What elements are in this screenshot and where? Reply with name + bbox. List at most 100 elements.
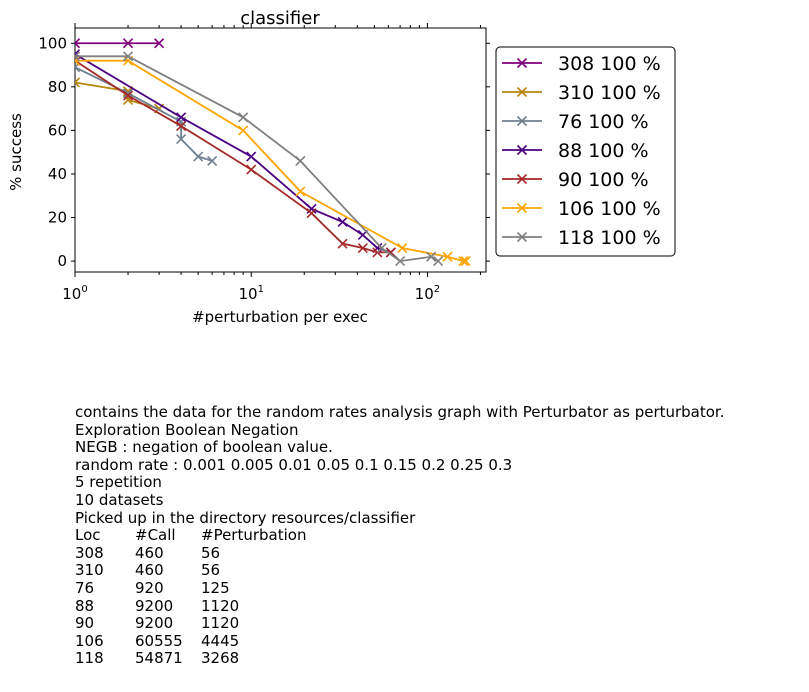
x-tick-label: 102	[415, 284, 440, 303]
x-tick-label: 100	[62, 284, 87, 303]
legend-entry-label: 308 100 %	[558, 53, 661, 75]
axes-frame	[74, 27, 487, 273]
y-tick-label: 80	[48, 78, 67, 96]
legend-entry-label: 88 100 %	[558, 140, 649, 162]
data-point-marker	[176, 112, 187, 123]
caption-line: 5 repetition	[75, 473, 162, 492]
table-cell: Loc	[75, 526, 101, 545]
data-point-marker	[176, 134, 187, 145]
caption-line: random rate : 0.001 0.005 0.01 0.05 0.1 …	[75, 455, 513, 474]
x-tick-label: 101	[238, 284, 263, 303]
data-point-marker	[337, 216, 348, 227]
success-rate-chart: classifier 0 20 40 60 80 100 100 101 102 #pertur…	[7, 8, 676, 326]
data-point-marker	[75, 77, 81, 88]
data-point-marker	[458, 256, 469, 267]
legend-swatch-marker	[516, 202, 528, 214]
data-point-marker	[306, 208, 317, 219]
caption-line: Exploration Boolean Negation	[75, 420, 299, 439]
table-cell: 56	[201, 561, 221, 580]
data-point-marker	[75, 38, 81, 49]
legend-swatch-marker	[516, 57, 528, 69]
legend-entry-label: 76 100 %	[558, 111, 649, 133]
table-cell: 60555	[135, 631, 183, 650]
legend-entry-label: 106 100 %	[558, 198, 661, 220]
series-line-106	[75, 59, 466, 263]
table-cell: 76	[75, 578, 95, 597]
data-point-marker	[433, 256, 444, 267]
legend-swatch-marker	[516, 86, 528, 98]
series-line-310	[75, 81, 160, 110]
series-line-76	[75, 66, 213, 162]
y-axis-label: % success	[7, 113, 25, 191]
table-cell: 54871	[135, 649, 183, 668]
table-cell: 1120	[201, 596, 240, 615]
data-point-marker	[295, 186, 306, 197]
table-cell: 125	[201, 578, 230, 597]
x-axis-label: #perturbation per exec	[192, 308, 368, 326]
table-row: 76 920 125	[75, 578, 805, 598]
data-point-marker	[176, 120, 187, 132]
table-cell: 88	[75, 596, 95, 615]
table-row: 106 60555 4445	[75, 631, 805, 651]
legend: 308 100 % 310 100 % 76 100 % 88 100 % 90 100…	[495, 46, 676, 257]
data-point-marker	[397, 242, 408, 254]
data-point-marker	[426, 251, 437, 262]
table-cell: 9200	[135, 596, 174, 615]
table-cell: 308	[75, 543, 104, 562]
series-line-118	[75, 55, 439, 263]
y-tick-label: 100	[38, 34, 67, 52]
data-point-marker	[75, 51, 81, 62]
data-point-marker	[460, 256, 471, 267]
table-cell: #Perturbation	[201, 526, 307, 545]
legend-swatch-marker	[516, 144, 528, 156]
legend-swatch-marker	[516, 173, 528, 185]
legend-swatch-marker	[516, 115, 528, 127]
data-point-marker	[154, 38, 165, 49]
series-group	[75, 38, 471, 267]
data-point-marker	[442, 251, 453, 262]
data-point-marker	[337, 238, 348, 249]
table-cell: 310	[75, 561, 104, 580]
data-point-marker	[238, 125, 249, 136]
table-row: 88 9200 1120	[75, 596, 805, 616]
table-cell: 920	[135, 578, 164, 597]
data-point-marker	[376, 242, 387, 254]
legend-entry-label: 310 100 %	[558, 82, 661, 104]
caption-line: NEGB : negation of boolean value.	[75, 438, 333, 457]
legend-entry-label: 90 100 %	[558, 169, 649, 191]
table-cell: 4445	[201, 631, 240, 650]
table-header-row: Loc #Call #Perturbation	[75, 527, 805, 545]
legend-entry-label: 118 100 %	[558, 227, 661, 249]
data-point-marker	[122, 51, 134, 62]
caption-line: Picked up in the directory resources/cla…	[75, 508, 416, 527]
table-cell: 9200	[135, 614, 174, 633]
y-tick-label: 0	[57, 252, 67, 270]
data-point-marker	[295, 155, 306, 166]
table-cell: 460	[135, 561, 164, 580]
caption-line: contains the data for the random rates a…	[75, 403, 725, 421]
table-cell: 1120	[201, 614, 240, 633]
table-cell: 106	[75, 631, 104, 650]
legend-frame	[495, 46, 676, 257]
data-point-marker	[122, 90, 134, 101]
caption-line: 10 datasets	[75, 490, 164, 509]
caption-table: Loc #Call #Perturbation 308 460 56 310 460 56 76 9…	[75, 527, 805, 668]
table-cell: 118	[75, 649, 104, 668]
table-row: 118 54871 3268	[75, 650, 805, 668]
table-row: 310 460 56	[75, 562, 805, 580]
data-point-marker	[238, 112, 249, 123]
data-point-marker	[75, 55, 81, 66]
data-point-marker	[385, 247, 396, 258]
data-point-marker	[246, 151, 257, 162]
data-point-marker	[122, 38, 134, 49]
data-point-marker	[193, 151, 204, 162]
table-cell: 460	[135, 543, 164, 562]
caption-block: contains the data for the random rates a…	[75, 403, 805, 668]
y-tick-label: 60	[48, 121, 67, 139]
data-point-marker	[246, 164, 257, 175]
plot-area: 0 20 40 60 80 100 100 101 102	[38, 23, 490, 303]
data-point-marker	[207, 155, 218, 166]
y-tick-label: 20	[48, 209, 67, 227]
legend-swatch-marker	[516, 231, 528, 243]
y-tick-label: 40	[48, 165, 67, 183]
